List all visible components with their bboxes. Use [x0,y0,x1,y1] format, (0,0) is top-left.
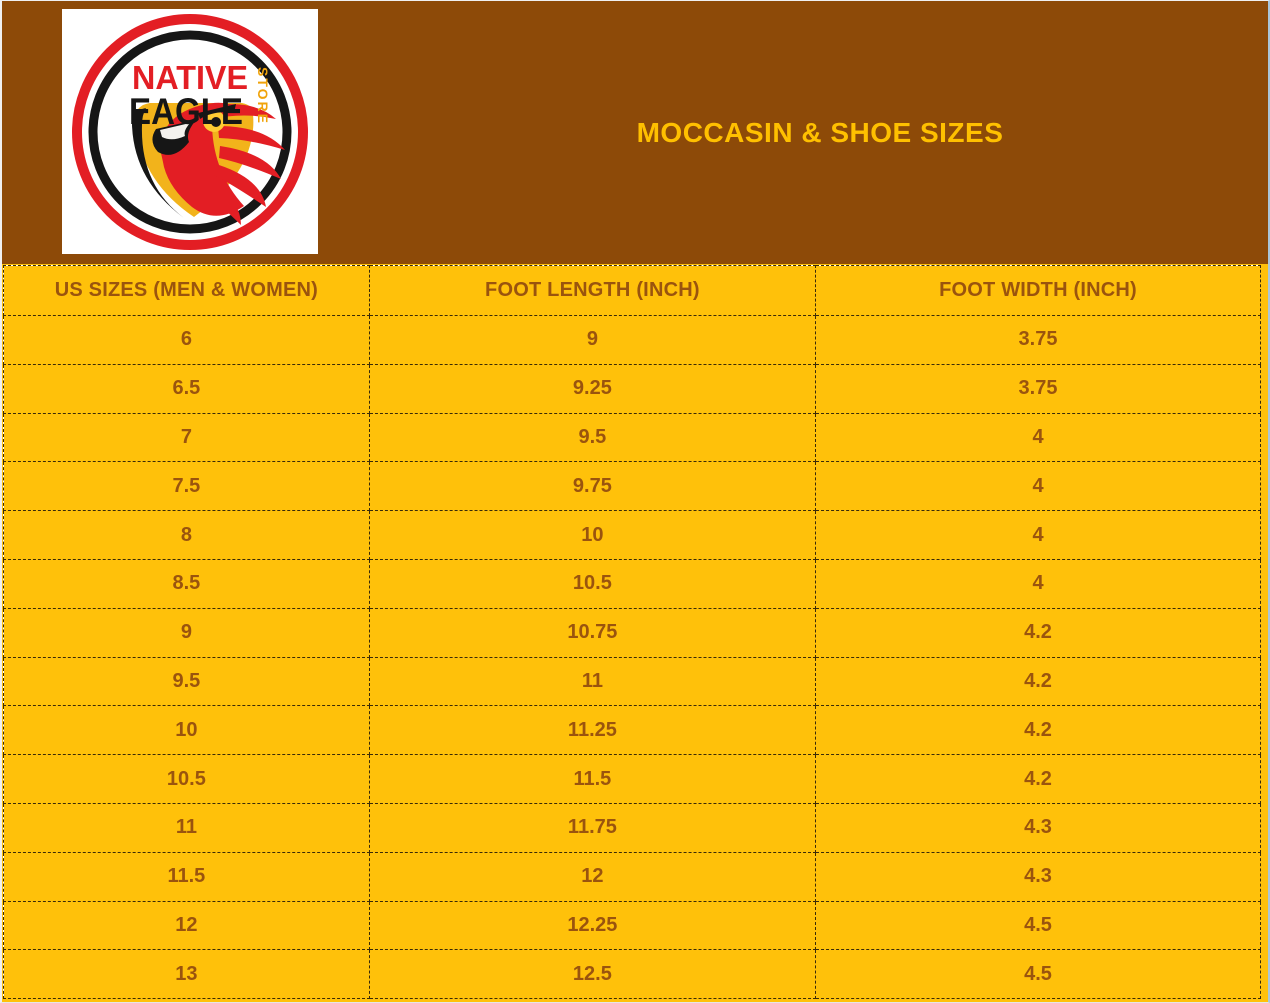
foot-width-cell: 3.75 [815,315,1261,365]
native-eagle-logo-icon: NATIVE EAGLE STORE [72,14,308,250]
foot-length-cell: 11 [368,656,817,707]
page-title: MOCCASIN & SHOE SIZES [636,116,1004,148]
store-logo: NATIVE EAGLE STORE [62,9,318,254]
foot-width-cell: 4.2 [815,656,1261,707]
col-header-us-sizes: US SIZES (MEN & WOMEN) [3,265,370,316]
foot-length-cell: 12.25 [368,900,817,951]
foot-length-cell: 11.25 [368,705,817,756]
foot-length-cell: 10.75 [368,607,817,658]
us-size-cell: 7.5 [3,461,370,512]
us-size-cell: 11.5 [3,851,370,902]
us-size-cell: 10.5 [3,754,370,804]
table-row: 7.5 9.75 4 [3,461,1261,512]
us-size-cell: 6 [3,315,370,365]
us-size-cell: 9 [3,607,370,658]
foot-width-cell: 4.2 [815,607,1261,658]
foot-length-cell: 9.25 [368,363,817,414]
header-banner: NATIVE EAGLE STORE MOCCASIN & SHOE SIZES [2,1,1268,264]
foot-length-cell: 12 [368,851,817,902]
brand-name-top: NATIVE [132,59,248,96]
foot-width-cell: 4 [815,412,1261,463]
table-row: 8 10 4 [3,510,1261,560]
table-row: 10 11.25 4.2 [3,705,1261,756]
us-size-cell: 11 [3,802,370,853]
size-table-area: US SIZES (MEN & WOMEN) FOOT LENGTH (INCH… [2,264,1268,1002]
foot-length-cell: 9 [368,315,817,365]
foot-width-cell: 4.3 [815,851,1261,902]
foot-width-cell: 4.5 [815,949,1261,1000]
foot-width-cell: 4 [815,558,1261,609]
us-size-cell: 7 [3,412,370,463]
table-row: 11 11.75 4.3 [3,802,1261,853]
brand-name-bottom: EAGLE [129,91,243,132]
us-size-cell: 6.5 [3,363,370,414]
us-size-cell: 13 [3,949,370,1000]
foot-length-cell: 10 [368,510,817,560]
size-table: US SIZES (MEN & WOMEN) FOOT LENGTH (INCH… [3,265,1261,1000]
foot-width-cell: 4.3 [815,802,1261,853]
table-row: 12 12.25 4.5 [3,900,1261,951]
table-row: 7 9.5 4 [3,412,1261,463]
us-size-cell: 8 [3,510,370,560]
foot-width-cell: 4.2 [815,705,1261,756]
eagle-head-icon [152,102,285,225]
col-header-foot-width: FOOT WIDTH (INCH) [815,265,1261,316]
brand-name-side: STORE [255,67,271,125]
foot-length-cell: 10.5 [368,558,817,609]
foot-width-cell: 3.75 [815,363,1261,414]
table-row: 13 12.5 4.5 [3,949,1261,1000]
us-size-cell: 12 [3,900,370,951]
foot-width-cell: 4 [815,510,1261,560]
foot-width-cell: 4.5 [815,900,1261,951]
table-row: 10.5 11.5 4.2 [3,754,1261,804]
us-size-cell: 10 [3,705,370,756]
us-size-cell: 8.5 [3,558,370,609]
foot-length-cell: 12.5 [368,949,817,1000]
table-row: 6.5 9.25 3.75 [3,363,1261,414]
table-row: 8.5 10.5 4 [3,558,1261,609]
foot-length-cell: 9.75 [368,461,817,512]
table-row: 11.5 12 4.3 [3,851,1261,902]
table-row: 9 10.75 4.2 [3,607,1261,658]
table-header-row: US SIZES (MEN & WOMEN) FOOT LENGTH (INCH… [3,265,1261,316]
table-row: 9.5 11 4.2 [3,656,1261,707]
col-header-foot-length: FOOT LENGTH (INCH) [368,265,817,316]
table-row: 6 9 3.75 [3,315,1261,365]
us-size-cell: 9.5 [3,656,370,707]
foot-length-cell: 11.75 [368,802,817,853]
foot-length-cell: 9.5 [368,412,817,463]
foot-width-cell: 4 [815,461,1261,512]
foot-length-cell: 11.5 [368,754,817,804]
foot-width-cell: 4.2 [815,754,1261,804]
